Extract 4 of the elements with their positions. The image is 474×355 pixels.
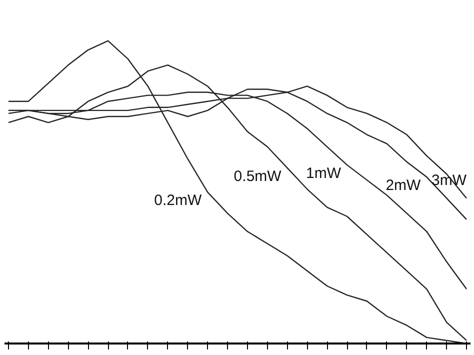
series-label: 2mW [386, 177, 422, 194]
series-label: 0.2mW [154, 192, 202, 210]
series-label: 0.5mW [234, 168, 282, 185]
series-label: 1mW [306, 164, 342, 182]
